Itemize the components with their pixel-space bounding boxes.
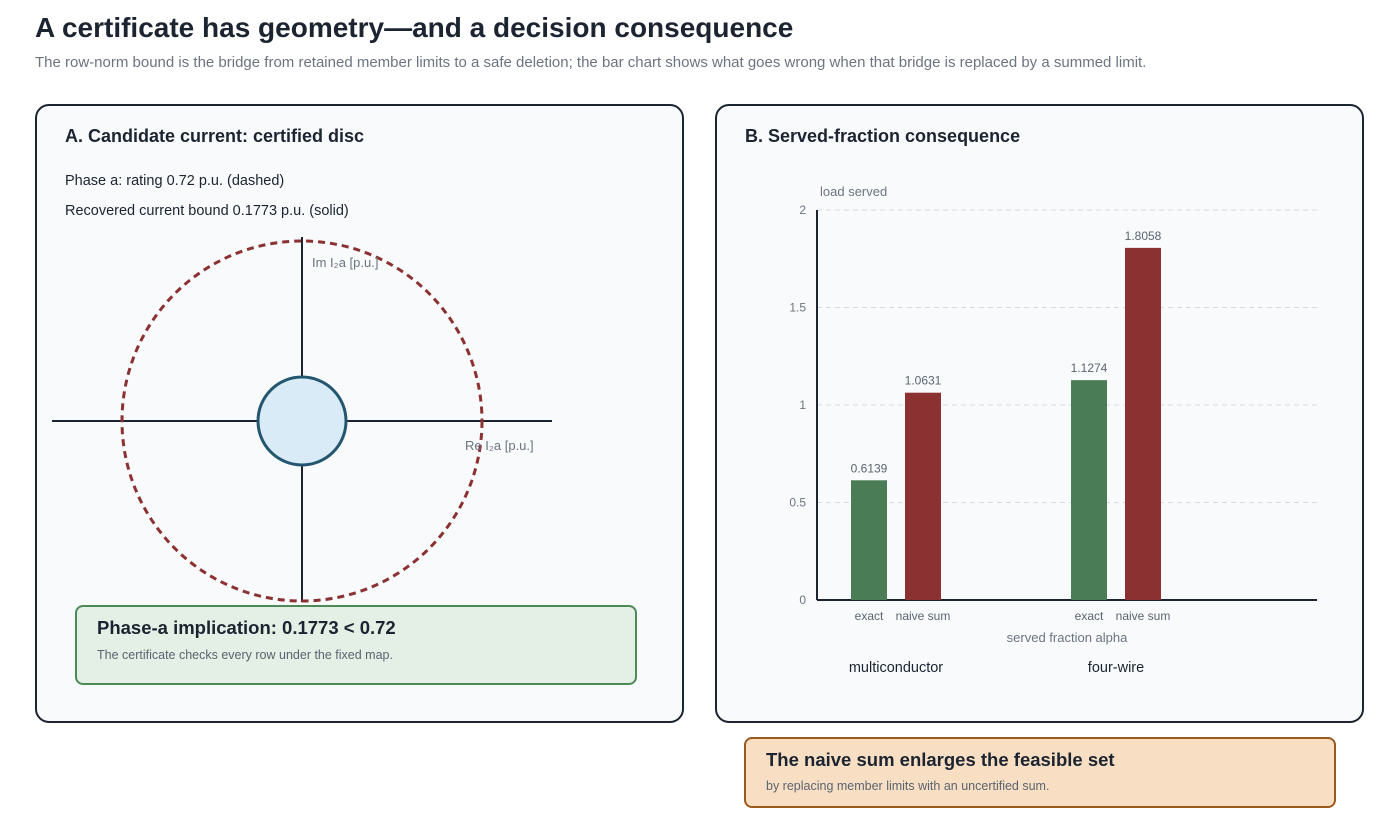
bar-category-label: naive sum [896,609,951,623]
phase-a-implication-title: Phase-a implication: 0.1773 < 0.72 [97,617,396,638]
y-tick-label: 1.5 [789,301,806,315]
bar-value-label: 0.6139 [851,461,888,475]
bar [1071,380,1107,600]
bar-category-label: exact [1075,609,1104,623]
bound-disc [256,375,348,467]
phase-a-implication-callout: Phase-a implication: 0.1773 < 0.72 The c… [75,605,637,685]
naive-sum-callout: The naive sum enlarges the feasible set … [744,737,1336,808]
naive-sum-callout-text: by replacing member limits with an uncer… [766,779,1050,793]
y-tick-label: 0.5 [789,496,806,510]
bar-value-label: 1.8058 [1125,229,1162,243]
group-label: four-wire [1088,660,1144,676]
bar [1125,247,1161,600]
y-tick-label: 1 [799,398,806,412]
served-fraction-bar-chart: 0 0.5 1 1.5 2 load served served fraction alph… [789,184,1317,676]
disc-diagram: Im I₂a [p.u.] Re I₂a [p.u.] [52,237,552,603]
y-axis-label: load served [820,184,887,199]
bar-value-label: 1.0631 [905,374,942,388]
rating-note: Phase a: rating 0.72 p.u. (dashed) [65,173,285,189]
y-tick-label: 2 [799,203,806,217]
naive-sum-callout-title: The naive sum enlarges the feasible set [766,749,1115,770]
y-tick-label: 0 [799,593,806,607]
phase-a-implication-text: The certificate checks every row under t… [97,648,393,662]
rating-circle [120,239,484,603]
imaginary-axis-label: Im I₂a [p.u.] [312,255,378,270]
panel-a-title: A. Candidate current: certified disc [65,126,365,146]
x-axis-label: served fraction alpha [1007,630,1128,645]
group-label: multiconductor [849,660,943,676]
page-title: A certificate has geometry—and a decisio… [35,12,794,43]
page-subtitle: The row-norm bound is the bridge from re… [35,54,1147,71]
panel-served-fraction: B. Served-fraction consequence 0 0.5 1 1.5 2… [715,104,1364,723]
bar [905,392,941,600]
panel-candidate-current: A. Candidate current: certified disc Pha… [35,104,684,723]
bar-category-label: exact [855,609,884,623]
panel-b-title: B. Served-fraction consequence [745,126,1021,146]
bar-value-label: 1.1274 [1071,361,1108,375]
bound-note: Recovered current bound 0.1773 p.u. (sol… [65,203,349,219]
bar [851,480,887,600]
real-axis-label: Re I₂a [p.u.] [465,438,534,453]
bar-category-label: naive sum [1116,609,1171,623]
